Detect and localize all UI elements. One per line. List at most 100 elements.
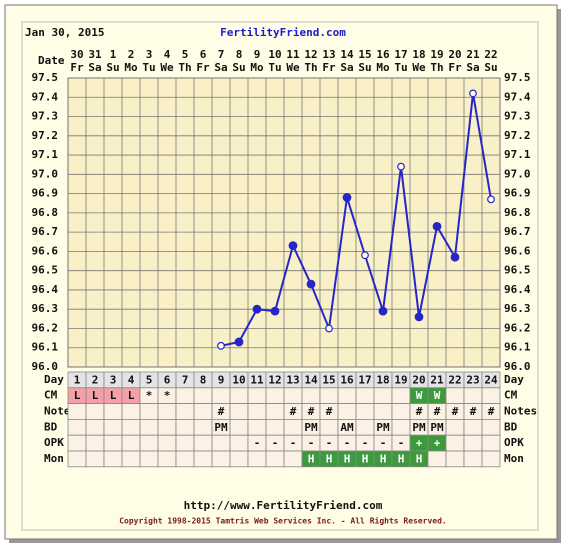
cell-text: H [416, 452, 423, 465]
table-cell [319, 387, 339, 404]
table-cell [463, 387, 483, 404]
y-tick-label: 96.9 [32, 187, 59, 200]
table-cell [67, 418, 87, 436]
weekday-label: Th [430, 61, 443, 74]
weekday-label: Mo [376, 61, 390, 74]
y-tick-label-right: 96.7 [504, 225, 531, 238]
temperature-point [450, 252, 460, 262]
table-cell [121, 434, 141, 452]
y-tick-label: 97.5 [32, 71, 59, 84]
table-cell [337, 387, 357, 404]
weekday-label: Fr [70, 61, 84, 74]
y-tick-label-right: 97.3 [504, 110, 531, 123]
cell-text: PM [214, 421, 228, 434]
table-cell [337, 403, 357, 420]
temperature-line [220, 93, 492, 347]
temperature-point [270, 306, 280, 316]
cell-text: PM [304, 421, 318, 434]
cell-text: L [110, 389, 117, 402]
cell-text: W [416, 389, 423, 402]
cell-text: H [380, 452, 387, 465]
cell-text: 10 [232, 373, 245, 386]
y-tick-label: 96.3 [32, 302, 59, 315]
table-cell [445, 387, 465, 404]
temperature-point [432, 221, 442, 231]
table-cell [355, 418, 375, 436]
cell-text: 14 [304, 373, 318, 386]
table-cell [229, 403, 249, 420]
temperature-point [325, 324, 333, 333]
cell-text: * [164, 389, 171, 402]
table-cell [85, 434, 105, 452]
table-cell [193, 434, 213, 452]
cell-text: 8 [200, 373, 207, 386]
table-cell [463, 434, 483, 452]
y-tick-label: 96.2 [32, 321, 59, 334]
weekday-label: Fr [448, 61, 462, 74]
temperature-point [234, 337, 244, 347]
row-label: Day [44, 373, 64, 386]
weekday-label: Mo [124, 61, 138, 74]
cell-text: 23 [466, 373, 479, 386]
table-cell [139, 418, 159, 436]
weekday-label: Tu [268, 61, 281, 74]
x-tick-label: 21 [466, 48, 480, 61]
table-cell [481, 434, 501, 452]
x-tick-label: 14 [340, 48, 354, 61]
table-cell [229, 418, 249, 436]
row-label-right: OPK [504, 436, 524, 449]
row-label: OPK [44, 436, 64, 449]
table-cell [247, 387, 267, 404]
y-tick-label: 96.5 [32, 264, 59, 277]
table-cell [67, 450, 87, 468]
cell-text: L [128, 389, 135, 402]
cell-text: W [434, 389, 441, 402]
table-cell [103, 418, 123, 436]
temperature-point [378, 306, 388, 316]
row-label-right: CM [504, 389, 518, 402]
temperature-point [306, 279, 316, 289]
table-cell [391, 403, 411, 420]
cell-text: H [398, 452, 405, 465]
y-tick-label: 96.0 [32, 360, 59, 373]
cell-text: AM [340, 421, 354, 434]
table-cell [175, 387, 195, 404]
y-tick-label-right: 97.0 [504, 167, 531, 180]
cell-text: 6 [164, 373, 171, 386]
table-cell [265, 387, 285, 404]
weekday-label: Mo [250, 61, 264, 74]
weekday-label: We [286, 61, 300, 74]
x-tick-label: 2 [128, 48, 135, 61]
table-cell [193, 418, 213, 436]
table-cell [175, 418, 195, 436]
table-cell [247, 450, 267, 468]
weekday-label: We [412, 61, 426, 74]
x-tick-label: 31 [88, 48, 102, 61]
y-tick-label-right: 96.5 [504, 264, 531, 277]
footer-copyright: Copyright 1998-2015 Tamtris Web Services… [119, 516, 447, 526]
x-tick-label: 11 [286, 48, 300, 61]
cell-text: # [434, 405, 441, 418]
weekday-label: Su [484, 61, 497, 74]
table-cell [265, 418, 285, 436]
row-label-right: Notes [504, 405, 537, 418]
x-tick-label: 17 [394, 48, 407, 61]
cell-text: 4 [128, 373, 135, 386]
weekday-label: Tu [142, 61, 155, 74]
y-tick-label-right: 97.5 [504, 71, 531, 84]
x-tick-label: 15 [358, 48, 371, 61]
weekday-label: Tu [394, 61, 407, 74]
cell-text: 5 [146, 373, 153, 386]
cell-text: # [218, 405, 225, 418]
table-cell [157, 434, 177, 452]
cell-text: H [344, 452, 351, 465]
table-cell [463, 418, 483, 436]
cell-text: 13 [286, 373, 299, 386]
x-tick-label: 5 [182, 48, 189, 61]
weekday-label: We [160, 61, 174, 74]
table-cell [175, 434, 195, 452]
table-cell [103, 434, 123, 452]
y-tick-label: 96.4 [32, 283, 59, 296]
cell-text: PM [430, 421, 444, 434]
